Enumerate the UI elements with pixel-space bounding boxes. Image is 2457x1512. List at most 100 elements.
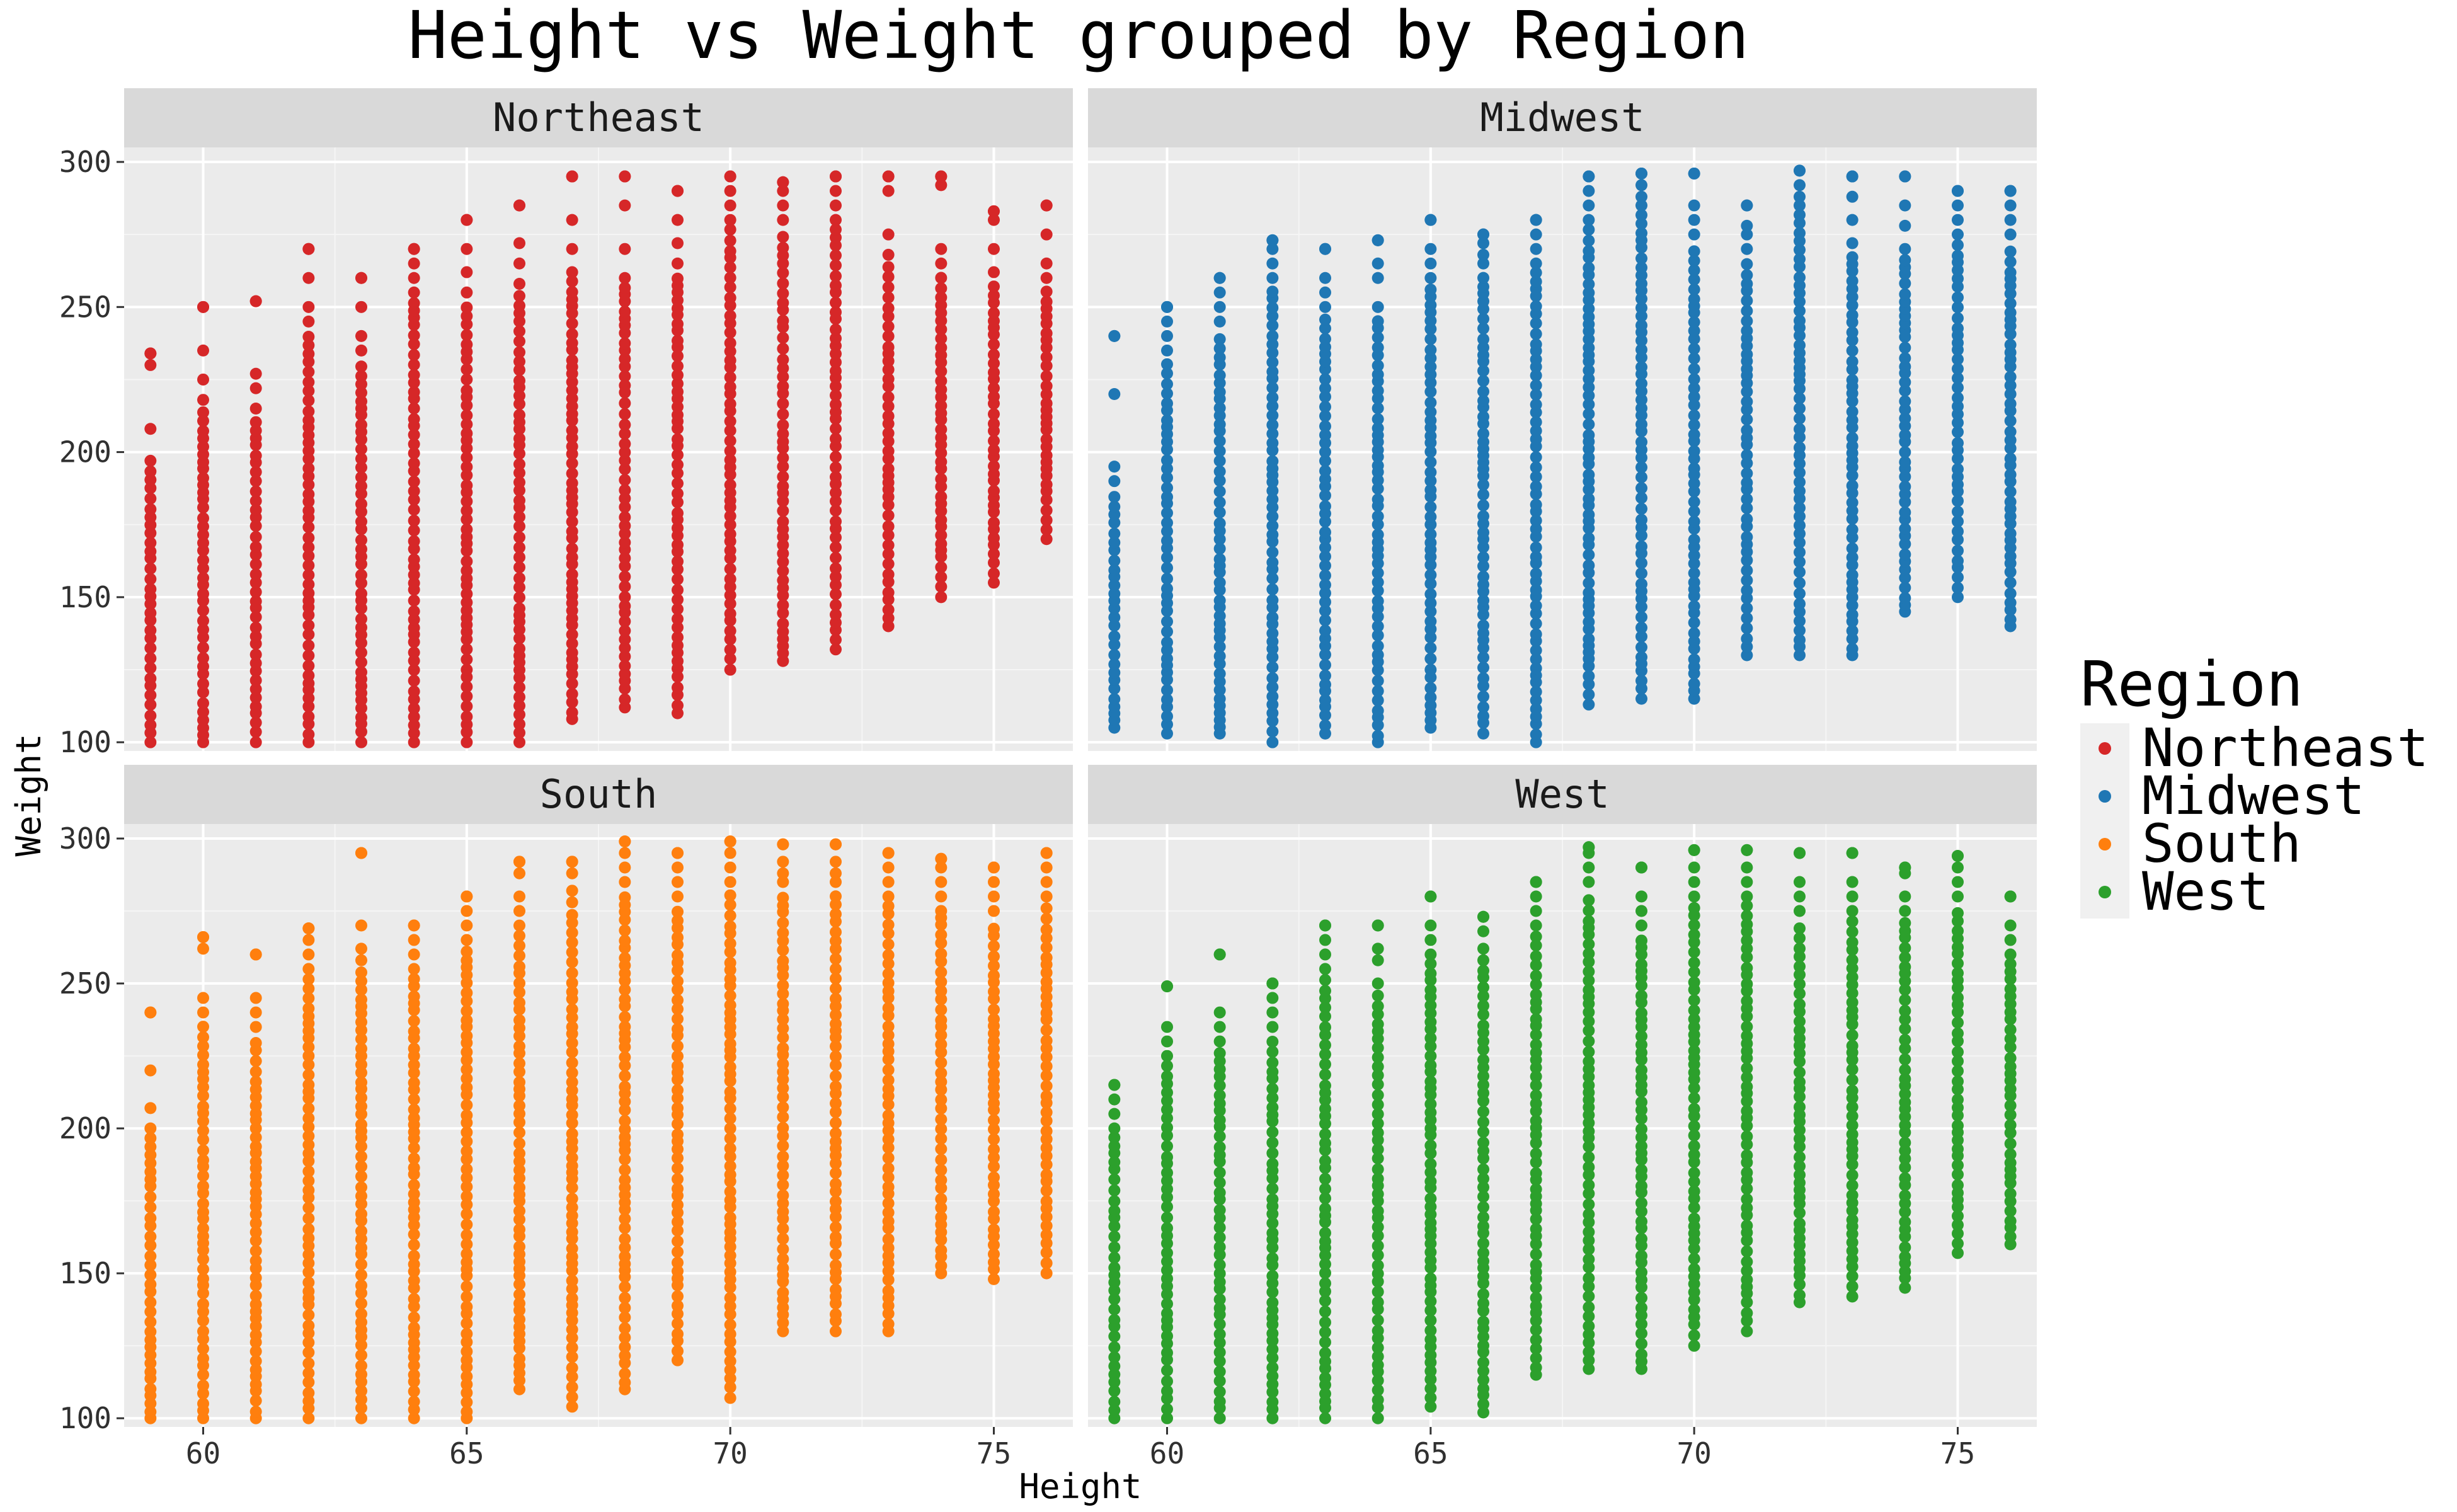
data-point: [566, 1242, 578, 1255]
data-point: [724, 946, 736, 958]
data-point: [988, 243, 1000, 255]
data-point: [1635, 934, 1647, 947]
data-point: [1161, 315, 1173, 328]
data-point: [935, 399, 948, 412]
data-point: [1161, 1121, 1173, 1134]
data-point: [1530, 1013, 1542, 1026]
data-point: [1108, 1131, 1121, 1144]
data-point: [1161, 462, 1173, 475]
data-point: [1688, 929, 1700, 941]
data-point: [355, 847, 367, 859]
data-point: [302, 488, 315, 501]
data-point: [1846, 962, 1858, 975]
data-point: [1266, 400, 1279, 413]
data-point: [1794, 209, 1806, 221]
data-point: [566, 638, 578, 650]
data-point: [830, 588, 842, 600]
data-point: [1372, 272, 1384, 284]
data-point: [1635, 675, 1647, 687]
data-point: [1040, 1211, 1053, 1223]
data-point: [1530, 1259, 1542, 1271]
data-point: [461, 1300, 473, 1313]
data-point: [249, 495, 262, 507]
data-point: [672, 1354, 684, 1366]
data-point: [1741, 554, 1753, 566]
data-point: [1688, 567, 1700, 580]
data-point: [566, 908, 578, 921]
data-point: [144, 719, 157, 731]
data-point: [1952, 353, 1964, 365]
y-axis-title: Weight: [9, 733, 49, 856]
data-point: [461, 1109, 473, 1121]
data-point: [1477, 1247, 1489, 1259]
data-point: [144, 662, 157, 674]
data-point: [302, 315, 315, 328]
data-point: [672, 1162, 684, 1174]
data-point: [777, 314, 789, 327]
data-point: [1108, 554, 1121, 567]
data-point: [302, 934, 315, 946]
data-point: [1266, 992, 1279, 1004]
data-point: [1372, 704, 1384, 717]
data-point: [2004, 983, 2017, 995]
data-point: [1846, 345, 1858, 357]
data-point: [619, 501, 631, 513]
data-point: [935, 423, 948, 436]
data-point: [830, 1059, 842, 1072]
data-point: [408, 514, 420, 527]
data-point: [566, 1323, 578, 1336]
data-point: [935, 272, 948, 284]
data-point: [566, 214, 578, 226]
data-point: [566, 946, 578, 959]
data-point: [1319, 605, 1331, 617]
data-point: [1266, 1183, 1279, 1195]
data-point: [777, 214, 789, 226]
data-point: [513, 494, 525, 507]
data-point: [1688, 653, 1700, 666]
data-point: [724, 1249, 736, 1262]
data-point: [777, 987, 789, 1000]
data-point: [513, 432, 525, 445]
data-point: [566, 1332, 578, 1344]
data-point: [1108, 1140, 1121, 1152]
data-point: [724, 909, 736, 922]
data-point: [777, 944, 789, 956]
data-point: [1040, 295, 1053, 308]
data-point: [1372, 989, 1384, 1002]
data-point: [1952, 437, 1964, 449]
data-point: [1530, 451, 1542, 464]
data-point: [1372, 1341, 1384, 1354]
data-point: [619, 484, 631, 496]
data-point: [1583, 1208, 1595, 1220]
data-point: [777, 1022, 789, 1034]
data-point: [619, 1250, 631, 1263]
data-point: [1319, 333, 1331, 345]
data-point: [1108, 475, 1121, 488]
data-point: [672, 1300, 684, 1312]
data-point: [1372, 1374, 1384, 1387]
data-point: [619, 1281, 631, 1293]
data-point: [1688, 264, 1700, 277]
data-point: [408, 1311, 420, 1324]
data-point: [1424, 501, 1437, 513]
data-point: [1161, 684, 1173, 696]
data-point: [1583, 381, 1595, 394]
data-point: [882, 949, 895, 961]
data-point: [513, 1297, 525, 1310]
data-point: [566, 885, 578, 897]
data-point: [302, 330, 315, 343]
data-point: [1952, 301, 1964, 314]
data-point: [302, 1319, 315, 1332]
data-point: [1372, 1078, 1384, 1091]
data-point: [672, 1102, 684, 1114]
data-point: [1583, 224, 1595, 236]
data-point: [882, 270, 895, 283]
data-point: [724, 1150, 736, 1163]
data-point: [777, 876, 789, 888]
data-point: [302, 1223, 315, 1235]
data-point: [1266, 319, 1279, 332]
data-point: [988, 382, 1000, 394]
data-point: [1372, 977, 1384, 990]
data-point: [461, 1126, 473, 1138]
